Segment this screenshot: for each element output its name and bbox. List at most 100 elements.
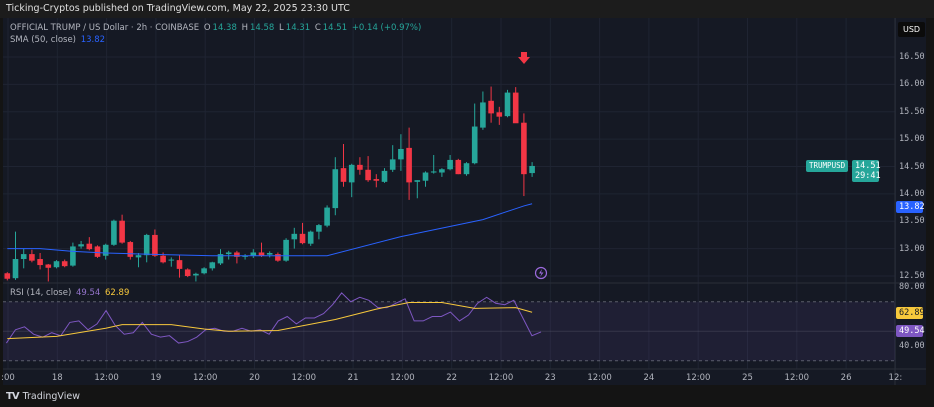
candle-body	[480, 102, 486, 128]
candle-body	[455, 159, 462, 175]
price-axis-label: 13.00	[899, 243, 925, 254]
time-axis-label: 12:00	[784, 373, 810, 383]
low-value: 14.31	[285, 23, 311, 33]
time-axis-label: 12:00	[685, 373, 711, 383]
open-label: O	[203, 23, 211, 33]
candle-body	[4, 273, 11, 279]
candle-body	[127, 242, 134, 257]
tradingview-logo-icon: TV	[6, 391, 20, 402]
high-value: 14.58	[249, 23, 275, 33]
time-axis-label: 12:00	[390, 373, 415, 383]
candle-body	[258, 252, 265, 256]
time-axis-label: 18	[51, 373, 63, 383]
price-axis-label: 16.50	[899, 52, 925, 62]
candle-body	[193, 273, 199, 276]
candle-body	[307, 231, 314, 244]
lightning-bolt-icon	[539, 269, 544, 277]
close-label: C	[314, 23, 321, 33]
price-axis-label: 13.50	[899, 216, 925, 227]
candle-body	[471, 126, 478, 164]
change-value: +0.14 (+0.97%)	[351, 23, 422, 33]
candle-body	[12, 259, 19, 279]
symbol-name[interactable]: OFFICIAL TRUMP / US Dollar · 2h · COINBA…	[10, 23, 200, 33]
rsi-value: 49.54	[75, 288, 101, 298]
sma-value: 13.82	[80, 35, 106, 45]
lightning-icon	[534, 266, 548, 280]
candle-body	[365, 169, 371, 181]
published-info: Ticking-Cryptos published on TradingView…	[6, 3, 350, 14]
candle-body	[324, 207, 330, 226]
candle-body	[176, 260, 183, 269]
candle-body	[135, 255, 142, 258]
candle-body	[184, 269, 191, 276]
candle-body	[381, 170, 388, 182]
candle-body	[242, 255, 248, 257]
candle-body	[406, 147, 412, 183]
candle-body	[529, 165, 535, 174]
brand-name: TradingView	[22, 391, 80, 402]
last-price: 14.51	[855, 161, 881, 171]
rsi-label: RSI (14, close)	[10, 288, 72, 298]
high-label: H	[241, 23, 248, 33]
rsi-band	[3, 301, 895, 361]
rsi-legend[interactable]: RSI (14, close) 49.54 62.89	[10, 288, 131, 298]
candle-body	[152, 234, 158, 256]
candle-body	[521, 122, 527, 175]
down-arrow-icon	[518, 52, 530, 64]
candle-body	[398, 148, 404, 160]
candle-body	[29, 254, 35, 261]
close-value: 14.51	[322, 23, 348, 33]
candle-body	[217, 254, 224, 264]
candle-body	[348, 164, 355, 183]
rsi-line	[5, 292, 542, 344]
publish-bar: Ticking-Cryptos published on TradingView…	[0, 0, 934, 18]
sma-badge: 13.82	[896, 201, 925, 213]
rsi-ma-line	[7, 301, 533, 340]
time-axis-label: 12:00	[488, 373, 514, 383]
tradingview-footer[interactable]: TV TradingView	[6, 391, 80, 402]
open-value: 14.38	[212, 23, 237, 33]
time-axis-label: 12:00	[192, 373, 218, 383]
candle-body	[201, 268, 207, 274]
sma-legend[interactable]: SMA (50, close) 13.82	[10, 35, 107, 45]
candle-body	[373, 179, 380, 181]
candle-body	[70, 246, 76, 266]
candle-body	[119, 220, 125, 243]
time-axis-label: 12:00	[291, 373, 317, 383]
candle-body	[414, 180, 421, 182]
candle-body	[234, 252, 240, 257]
chart-panel[interactable]	[3, 18, 926, 385]
candle-body	[61, 261, 68, 267]
candle-body	[20, 254, 27, 260]
candle-body	[45, 264, 52, 268]
candle-body	[357, 164, 363, 170]
candle-body	[316, 225, 322, 232]
ticker-badge: TRUMPUSD	[806, 160, 849, 172]
time-axis-label: :00	[1, 373, 15, 383]
rsi-ma-badge: 62.89	[896, 307, 925, 319]
time-axis-label: 20	[249, 373, 260, 383]
candle-body	[160, 255, 166, 263]
candle-body	[143, 234, 150, 256]
candle-body	[37, 259, 43, 266]
price-axis-label: 16.00	[899, 79, 925, 90]
price-axis-label: 15.00	[899, 134, 925, 145]
sma-label: SMA (50, close)	[10, 35, 76, 45]
candle-body	[340, 168, 347, 182]
low-label: L	[279, 23, 284, 33]
price-axis-label: 15.50	[899, 106, 925, 117]
symbol-legend: OFFICIAL TRUMP / US Dollar · 2h · COINBA…	[10, 23, 423, 33]
candle-body	[111, 220, 117, 245]
time-axis-label: 12:00	[94, 373, 119, 383]
candle-body	[283, 239, 289, 261]
candle-body	[430, 171, 437, 173]
price-axis-label: 14.00	[899, 189, 925, 199]
time-axis-label: 23	[544, 373, 556, 383]
sma-line	[7, 203, 533, 257]
candle-body	[225, 252, 232, 255]
currency-button[interactable]: USD	[898, 22, 926, 37]
candle-body	[463, 163, 470, 175]
rsi-ma-value: 62.89	[105, 288, 130, 298]
candle-body	[266, 253, 273, 255]
